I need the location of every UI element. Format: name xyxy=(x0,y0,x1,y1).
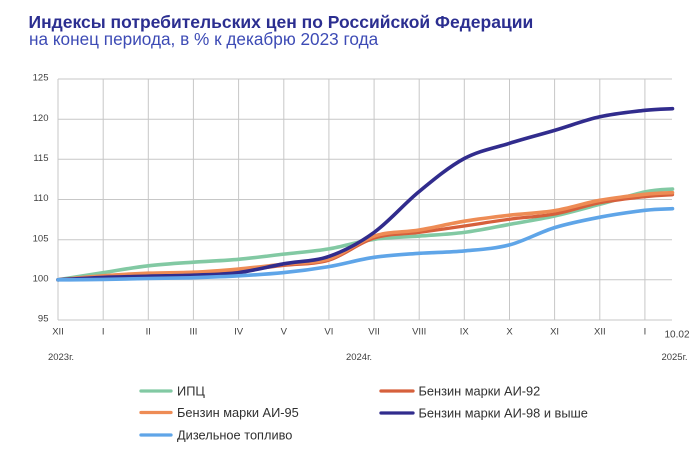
svg-text:XII: XII xyxy=(594,327,606,338)
svg-text:10.02: 10.02 xyxy=(664,330,689,341)
svg-text:XII: XII xyxy=(52,327,64,338)
svg-text:ИПЦ: ИПЦ xyxy=(177,384,205,399)
svg-text:I: I xyxy=(644,327,647,338)
svg-text:XI: XI xyxy=(550,327,559,338)
svg-text:IX: IX xyxy=(460,327,470,338)
svg-text:II: II xyxy=(146,327,151,338)
svg-text:V: V xyxy=(281,327,288,338)
svg-text:Бензин марки АИ-92: Бензин марки АИ-92 xyxy=(419,384,541,399)
svg-text:I: I xyxy=(102,327,105,338)
svg-text:2023г.: 2023г. xyxy=(48,352,74,363)
svg-text:IV: IV xyxy=(234,327,244,338)
svg-text:III: III xyxy=(189,327,197,338)
svg-text:2024г.: 2024г. xyxy=(346,352,372,363)
svg-text:VIII: VIII xyxy=(412,327,426,338)
svg-text:110: 110 xyxy=(33,193,48,204)
svg-text:Дизельное топливо: Дизельное топливо xyxy=(177,428,292,443)
svg-text:Бензин марки АИ-98 и выше: Бензин марки АИ-98 и выше xyxy=(419,406,588,421)
svg-text:105: 105 xyxy=(33,233,49,244)
svg-text:VII: VII xyxy=(368,327,380,338)
svg-text:X: X xyxy=(506,327,513,338)
svg-text:VI: VI xyxy=(324,327,333,338)
svg-text:2025г.: 2025г. xyxy=(661,352,687,363)
svg-text:100: 100 xyxy=(33,274,49,285)
svg-text:125: 125 xyxy=(33,73,49,84)
svg-text:Бензин марки АИ-95: Бензин марки АИ-95 xyxy=(177,405,299,420)
svg-text:95: 95 xyxy=(38,314,49,325)
svg-text:120: 120 xyxy=(33,113,49,124)
svg-text:115: 115 xyxy=(33,153,48,164)
